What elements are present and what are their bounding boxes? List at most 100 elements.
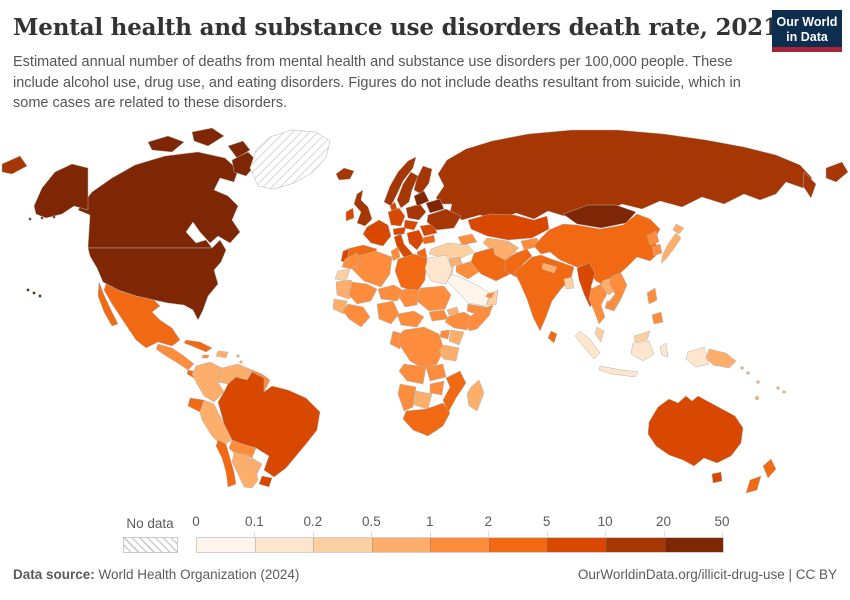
country-usa[interactable] xyxy=(38,294,42,298)
country-usa[interactable] xyxy=(40,216,44,220)
country-balkans[interactable] xyxy=(406,229,425,251)
country-iraq[interactable] xyxy=(455,260,480,280)
country-poland[interactable] xyxy=(405,203,427,221)
country-algeria[interactable] xyxy=(351,250,393,288)
country-germany[interactable] xyxy=(387,207,406,227)
country-eritrea[interactable] xyxy=(446,306,460,316)
country-pacific-islands[interactable] xyxy=(746,371,750,375)
country-philippines[interactable] xyxy=(651,311,664,325)
country-malaysia[interactable] xyxy=(633,330,651,343)
country-west-africa[interactable] xyxy=(342,303,371,328)
country-usa[interactable] xyxy=(87,239,227,321)
country-cambodia[interactable] xyxy=(604,300,618,312)
country-nigeria[interactable] xyxy=(376,300,400,325)
country-uganda[interactable] xyxy=(439,329,451,340)
country-mexico[interactable] xyxy=(97,281,119,327)
country-chile[interactable] xyxy=(215,439,237,488)
country-central-europe[interactable] xyxy=(403,219,419,231)
country-saudi-arabia[interactable] xyxy=(446,273,491,307)
country-nepal[interactable] xyxy=(541,262,558,274)
country-chad[interactable] xyxy=(398,288,420,308)
country-kazakhstan[interactable] xyxy=(467,213,550,241)
legend-color-segment[interactable] xyxy=(313,538,372,552)
country-sudan[interactable] xyxy=(416,285,452,312)
country-indonesia[interactable] xyxy=(685,346,710,368)
country-north-korea[interactable] xyxy=(646,230,660,246)
legend-no-data-swatch[interactable] xyxy=(123,537,178,553)
country-usa[interactable] xyxy=(52,215,56,219)
country-norway[interactable] xyxy=(383,156,417,207)
country-indonesia[interactable] xyxy=(630,340,655,362)
country-australia[interactable] xyxy=(647,395,744,467)
country-china[interactable] xyxy=(533,213,662,288)
country-kenya[interactable] xyxy=(448,329,465,346)
country-uruguay[interactable] xyxy=(258,475,273,488)
country-new-zealand[interactable] xyxy=(762,458,777,479)
country-usa[interactable] xyxy=(32,291,36,295)
country-caucasus[interactable] xyxy=(457,233,478,246)
country-canada[interactable] xyxy=(77,151,241,249)
country-romania[interactable] xyxy=(419,223,438,237)
country-usa[interactable] xyxy=(26,288,30,292)
country-mexico[interactable] xyxy=(103,283,181,349)
country-bangladesh[interactable] xyxy=(563,276,575,290)
country-mozambique[interactable] xyxy=(442,370,467,414)
country-france[interactable] xyxy=(362,219,392,247)
country-colombia[interactable] xyxy=(191,361,225,403)
country-cameroon-car[interactable] xyxy=(396,310,425,328)
country-egypt[interactable] xyxy=(424,254,453,285)
country-pakistan[interactable] xyxy=(504,248,533,278)
legend-color-segment[interactable] xyxy=(430,538,489,552)
country-russia[interactable] xyxy=(435,129,813,221)
country-alpine[interactable] xyxy=(392,226,407,236)
country-russia[interactable] xyxy=(802,171,817,199)
country-thailand[interactable] xyxy=(588,283,608,325)
country-turkey[interactable] xyxy=(428,242,475,260)
legend-color-segment[interactable] xyxy=(371,538,431,552)
country-new-zealand[interactable] xyxy=(745,475,762,494)
country-hispaniola[interactable] xyxy=(215,350,229,359)
country-ireland[interactable] xyxy=(345,207,355,222)
country-united-kingdom[interactable] xyxy=(353,189,373,227)
country-papua-new-guinea[interactable] xyxy=(705,348,737,369)
country-south-korea[interactable] xyxy=(651,243,663,257)
country-iceland[interactable] xyxy=(335,167,355,181)
legend-color-segment[interactable] xyxy=(605,538,665,552)
country-canada[interactable] xyxy=(227,140,251,159)
country-belarus[interactable] xyxy=(425,198,445,214)
country-madagascar[interactable] xyxy=(466,379,485,412)
country-central-america[interactable] xyxy=(155,343,195,371)
country-libya[interactable] xyxy=(394,253,428,293)
country-philippines[interactable] xyxy=(646,287,658,305)
country-argentina[interactable] xyxy=(231,451,259,489)
country-ethiopia[interactable] xyxy=(444,311,477,331)
country-malaysia[interactable] xyxy=(594,326,605,343)
country-caribbean-islands[interactable] xyxy=(236,354,240,358)
country-indonesia[interactable] xyxy=(598,365,639,378)
country-caribbean-islands[interactable] xyxy=(239,360,243,364)
legend-color-segment[interactable] xyxy=(488,538,548,552)
country-canada[interactable] xyxy=(147,135,185,153)
country-pacific-islands[interactable] xyxy=(776,386,780,390)
country-finland[interactable] xyxy=(413,165,433,195)
legend-color-segment[interactable] xyxy=(197,538,255,552)
country-cuba[interactable] xyxy=(183,339,213,353)
country-tanzania[interactable] xyxy=(438,344,460,362)
country-somalia[interactable] xyxy=(467,304,494,332)
legend-color-segment[interactable] xyxy=(254,538,314,552)
country-oman[interactable] xyxy=(486,289,499,306)
country-indonesia[interactable] xyxy=(659,342,669,358)
country-south-africa[interactable] xyxy=(402,402,451,437)
country-mongolia[interactable] xyxy=(562,204,637,229)
country-botswana[interactable] xyxy=(413,390,433,410)
country-indonesia[interactable] xyxy=(574,330,601,360)
country-pacific-islands[interactable] xyxy=(740,366,744,370)
country-ukraine[interactable] xyxy=(426,208,462,231)
license-link[interactable]: OurWorldinData.org/illicit-drug-use | CC… xyxy=(577,567,837,582)
country-canada[interactable] xyxy=(191,127,225,147)
country-india[interactable] xyxy=(513,254,575,332)
country-zimbabwe[interactable] xyxy=(429,380,445,396)
country-greenland[interactable] xyxy=(249,129,331,190)
country-pacific-islands[interactable] xyxy=(756,380,760,384)
country-jamaica[interactable] xyxy=(201,354,210,359)
